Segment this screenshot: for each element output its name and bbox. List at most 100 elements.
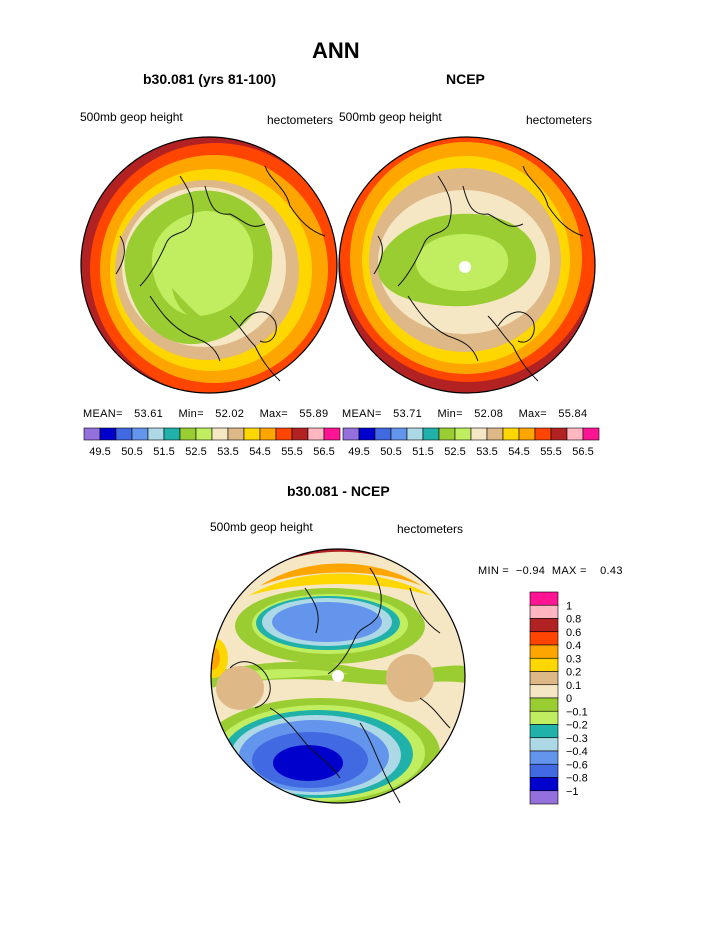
diff-panel-title: b30.081 - NCEP (287, 483, 390, 499)
diff-coastlines (229, 567, 451, 804)
colorbar-swatch (342, 427, 360, 441)
diff-colorbar-tick-label: −0.6 (566, 759, 588, 771)
colorbar-swatch (99, 427, 117, 441)
left-colorbar: 49.5 50.5 51.5 52.5 53.5 54.5 55.5 56.5 (83, 427, 341, 458)
diff-colorbar-tick-label: −0.4 (566, 746, 588, 758)
diff-colorbar-tick-label: −0.8 (566, 773, 588, 785)
diff-colorbar-tick-label: 0.8 (566, 614, 581, 626)
diff-colorbar-tick-label: 0.1 (566, 680, 581, 692)
colorbar-swatch (550, 427, 568, 441)
diff-colorbar-swatch (529, 644, 559, 659)
diff-colorbar-swatch (529, 737, 559, 752)
colorbar-tick-label: 50.5 (380, 446, 401, 458)
pole-marker (459, 261, 471, 273)
colorbar-swatch (582, 427, 600, 441)
colorbar-swatch (163, 427, 181, 441)
right-units-label: hectometers (526, 113, 593, 127)
left-min-value: 52.02 (215, 408, 245, 420)
diff-colorbar-tick-label: 0 (566, 693, 572, 705)
colorbar-tick-label: 56.5 (572, 446, 593, 458)
diff-colorbar-swatch (529, 724, 559, 739)
colorbar-swatch (211, 427, 229, 441)
diff-colorbar-swatch (529, 631, 559, 646)
colorbar-tick-label: 55.5 (281, 446, 302, 458)
diff-minmax: MIN = −0.94 MAX = 0.43 (478, 565, 623, 577)
diff-colorbar-swatch (529, 697, 559, 712)
colorbar-swatch (323, 427, 341, 441)
right-min-label: Min= (437, 408, 463, 420)
left-panel-title: b30.081 (yrs 81-100) (143, 71, 277, 87)
colorbar-tick-label: 51.5 (412, 446, 433, 458)
left-units-label: hectometers (267, 113, 334, 127)
diff-colorbar-swatch (529, 710, 559, 725)
colorbar-swatch (502, 427, 520, 441)
diff-colorbar-tick-label: −0.1 (566, 706, 588, 718)
colorbar-tick-label: 53.5 (217, 446, 238, 458)
right-polar-map (338, 136, 596, 394)
pole-marker (332, 670, 344, 682)
colorbar-swatch (534, 427, 552, 441)
diff-field-label: 500mb geop height (210, 520, 313, 534)
map-band-52 (151, 211, 254, 316)
diff-colorbar-swatch (529, 657, 559, 672)
left-polar-map (80, 136, 338, 394)
right-min-value: 52.08 (474, 408, 504, 420)
right-max-label: Max= (518, 408, 547, 420)
right-colorbar: 49.5 50.5 51.5 52.5 53.5 54.5 55.5 56.5 (342, 427, 600, 458)
right-field-label: 500mb geop height (339, 110, 442, 124)
diff-colorbar-tick-label: 0.4 (566, 640, 581, 652)
left-mean-label: MEAN= (83, 408, 123, 420)
diff-colorbar-tick-label: 0.6 (566, 627, 581, 639)
colorbar-swatch (291, 427, 309, 441)
colorbar-swatch (406, 427, 424, 441)
diff-colorbar-tick-label: −1 (566, 786, 579, 798)
colorbar-swatch (131, 427, 149, 441)
map-band-52-low (172, 288, 200, 317)
diff-colorbar-swatch (529, 684, 559, 699)
colorbar-swatch (115, 427, 133, 441)
colorbar-tick-label: 49.5 (89, 446, 110, 458)
colorbar-swatch (275, 427, 293, 441)
right-panel-title: NCEP (446, 71, 485, 87)
diff-colorbar: 1 0.80.60.40.3 0.20.10−0.1 −0.2−0.3−0.4−0.6… (529, 591, 588, 805)
colorbar-swatch (486, 427, 504, 441)
diff-colorbar-tick-label: −0.3 (566, 733, 588, 745)
colorbar-tick-label: 54.5 (249, 446, 270, 458)
right-mean-label: MEAN= (342, 408, 382, 420)
diff-colorbar-tick-label: 0.3 (566, 653, 581, 665)
diff-colorbar-swatch (529, 671, 559, 686)
colorbar-tick-label: 52.5 (444, 446, 465, 458)
colorbar-swatch (358, 427, 376, 441)
colorbar-swatch (454, 427, 472, 441)
diff-units-label: hectometers (397, 522, 464, 536)
colorbar-swatch (227, 427, 245, 441)
colorbar-swatch (390, 427, 408, 441)
right-stats: MEAN= 53.71 Min= 52.08 Max= 55.84 (342, 408, 587, 420)
colorbar-swatch (147, 427, 165, 441)
left-field-label: 500mb geop height (80, 110, 183, 124)
diff-colorbar-swatch (529, 618, 559, 633)
diff-colorbar-swatch (529, 763, 559, 778)
right-max-value: 55.84 (558, 408, 588, 420)
colorbar-tick-label: 56.5 (313, 446, 334, 458)
diff-colorbar-tick-label: 1 (566, 600, 572, 612)
diff-colorbar-swatch (529, 777, 559, 792)
colorbar-swatch (374, 427, 392, 441)
colorbar-swatch (566, 427, 584, 441)
colorbar-swatch (195, 427, 213, 441)
colorbar-tick-label: 53.5 (476, 446, 497, 458)
colorbar-swatch (243, 427, 261, 441)
colorbar-tick-label: 54.5 (508, 446, 529, 458)
diff-colorbar-swatch (529, 790, 559, 805)
diff-colorbar-tick-label: −0.2 (566, 720, 588, 732)
left-mean-value: 53.61 (134, 408, 164, 420)
diff-colorbar-swatch (529, 750, 559, 765)
colorbar-swatch (470, 427, 488, 441)
colorbar-swatch (438, 427, 456, 441)
page-title: ANN (312, 38, 360, 63)
colorbar-swatch (518, 427, 536, 441)
colorbar-swatch (422, 427, 440, 441)
colorbar-tick-label: 51.5 (153, 446, 174, 458)
colorbar-tick-label: 50.5 (121, 446, 142, 458)
colorbar-swatch (307, 427, 325, 441)
